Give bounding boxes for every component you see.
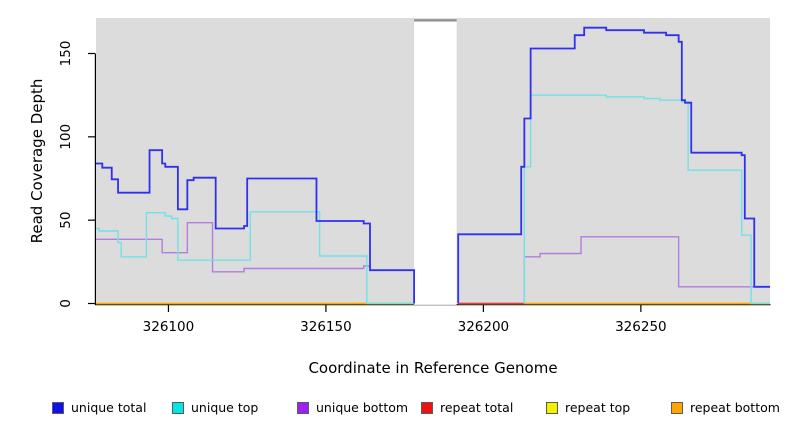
legend-swatch-repeat-total — [421, 402, 433, 414]
y-tick-label: 100 — [58, 124, 74, 150]
legend-label: unique total — [71, 400, 147, 415]
legend-item-repeat-total: repeat total — [421, 399, 513, 417]
x-tick-label: 326100 — [143, 319, 195, 335]
legend-swatch-repeat-top — [546, 402, 558, 414]
legend-swatch-repeat-bottom — [671, 402, 683, 414]
legend-swatch-unique-total — [52, 402, 64, 414]
x-axis-title: Coordinate in Reference Genome — [308, 359, 558, 377]
legend-item-unique-top: unique top — [172, 399, 258, 417]
legend-item-unique-bottom: unique bottom — [297, 399, 408, 417]
y-axis-title: Read Coverage Depth — [28, 78, 46, 244]
y-tick-label: 0 — [58, 299, 74, 308]
y-tick-label: 50 — [58, 212, 74, 229]
series-unique-top — [96, 211, 415, 305]
legend-item-repeat-top: repeat top — [546, 399, 630, 417]
legend-swatch-unique-top — [172, 402, 184, 414]
series-unique-total — [96, 149, 416, 304]
x-tick-label: 326200 — [458, 319, 510, 335]
x-tick-label: 326250 — [615, 319, 667, 335]
coverage-gap-band — [414, 21, 457, 305]
legend-label: repeat total — [440, 400, 514, 415]
series-unique-total — [457, 26, 770, 304]
legend-swatch-unique-bottom — [297, 402, 309, 414]
legend-item-repeat-bottom: repeat bottom — [671, 399, 780, 417]
series-unique-bottom — [96, 221, 415, 273]
y-tick-label: 150 — [58, 41, 74, 67]
legend-label: unique bottom — [316, 400, 409, 415]
legend-item-unique-total: unique total — [52, 399, 146, 417]
legend-label: repeat top — [565, 400, 631, 415]
x-tick-label: 326150 — [300, 319, 352, 335]
legend-label: unique top — [191, 400, 259, 415]
legend-label: repeat bottom — [690, 400, 780, 415]
series-unique-bottom — [523, 236, 770, 304]
